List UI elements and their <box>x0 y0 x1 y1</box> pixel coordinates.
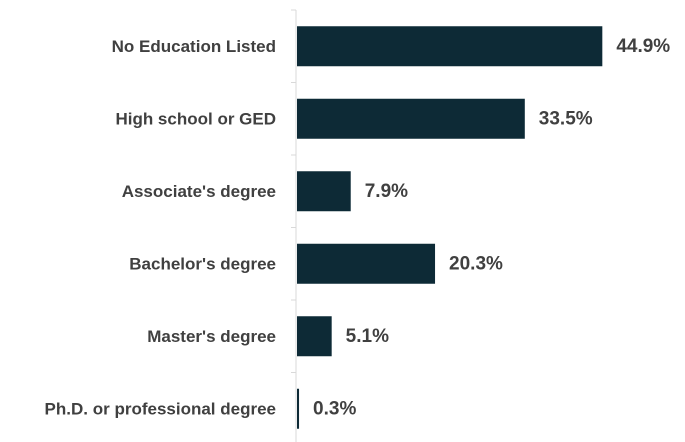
bar <box>297 26 603 67</box>
category-label: Bachelor's degree <box>129 254 276 273</box>
value-label: 33.5% <box>539 108 593 129</box>
bar <box>297 316 332 357</box>
value-label: 20.3% <box>449 253 503 274</box>
category-label: Ph.D. or professional degree <box>45 399 276 418</box>
bar <box>297 98 525 139</box>
bar <box>297 171 351 212</box>
bar <box>297 243 436 284</box>
bar <box>297 388 300 429</box>
value-label: 5.1% <box>346 326 389 347</box>
category-label: Associate's degree <box>122 182 276 201</box>
value-label: 0.3% <box>313 398 356 419</box>
category-label: Master's degree <box>147 327 276 346</box>
value-label: 7.9% <box>365 181 408 202</box>
category-label: High school or GED <box>115 109 276 128</box>
value-label: 44.9% <box>616 36 670 57</box>
category-label: No Education Listed <box>112 37 276 56</box>
